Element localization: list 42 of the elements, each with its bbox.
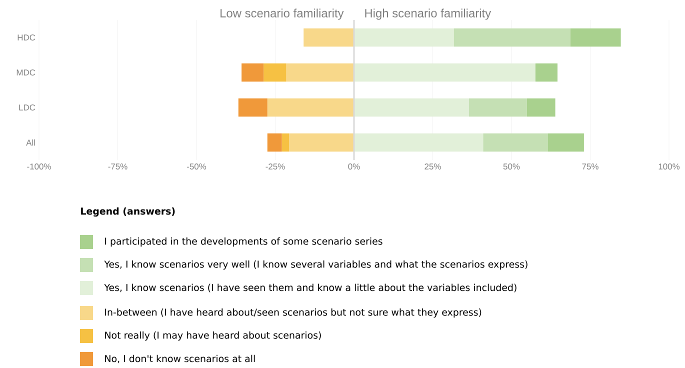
bar (304, 28, 354, 47)
y-tick-label: LDC (19, 104, 36, 110)
legend-label: Yes, I know scenarios (I have seen them and know a little about the variables included) (104, 284, 516, 292)
bar (282, 133, 290, 152)
x-tick-label: -25% (266, 164, 285, 170)
text: Low scenario familiarity (220, 8, 344, 20)
legend-label: I participated in the developments of some scenario series (105, 237, 382, 247)
bar (526, 98, 556, 117)
x-tick-label: 50% (503, 164, 520, 170)
x-tick-label: -75% (108, 164, 128, 170)
bar (483, 133, 548, 152)
bar (354, 63, 536, 82)
bar (354, 98, 469, 117)
y-tick-label: HDC (18, 34, 36, 40)
bar (242, 63, 264, 82)
x-tick-label: -100% (27, 164, 51, 170)
bar (570, 28, 621, 47)
bar (264, 63, 286, 82)
x-tick-label: 0% (348, 164, 360, 170)
legend-label: Yes, I know scenarios very well (I know several variables and what the scenarios express) (104, 260, 528, 270)
text: High scenario familiarity (365, 8, 492, 20)
x-tick-label: 100% (658, 164, 680, 170)
bar (286, 63, 354, 82)
bar (535, 63, 558, 82)
x-tick-label: -50% (186, 164, 206, 170)
y-tick-label: All (26, 139, 35, 146)
y-tick-label: MDC (16, 70, 36, 76)
x-tick-label: 75% (582, 164, 598, 170)
bar (267, 98, 354, 117)
legend-label: Not really (I may have heard about scenarios) (105, 331, 321, 341)
bar (289, 133, 354, 152)
bar (454, 28, 570, 47)
legend-label: No, I don't know scenarios at all (105, 354, 255, 364)
legend-label: In-between (I have heard about/seen scenarios but not sure what they express) (105, 308, 482, 318)
bar (548, 133, 584, 152)
bar (238, 98, 268, 117)
bar (354, 28, 454, 47)
bar (267, 133, 282, 152)
bar (468, 98, 527, 117)
legend-title: Legend (answers) (81, 207, 175, 217)
bar (354, 133, 484, 152)
x-tick-label: 25% (424, 164, 441, 170)
